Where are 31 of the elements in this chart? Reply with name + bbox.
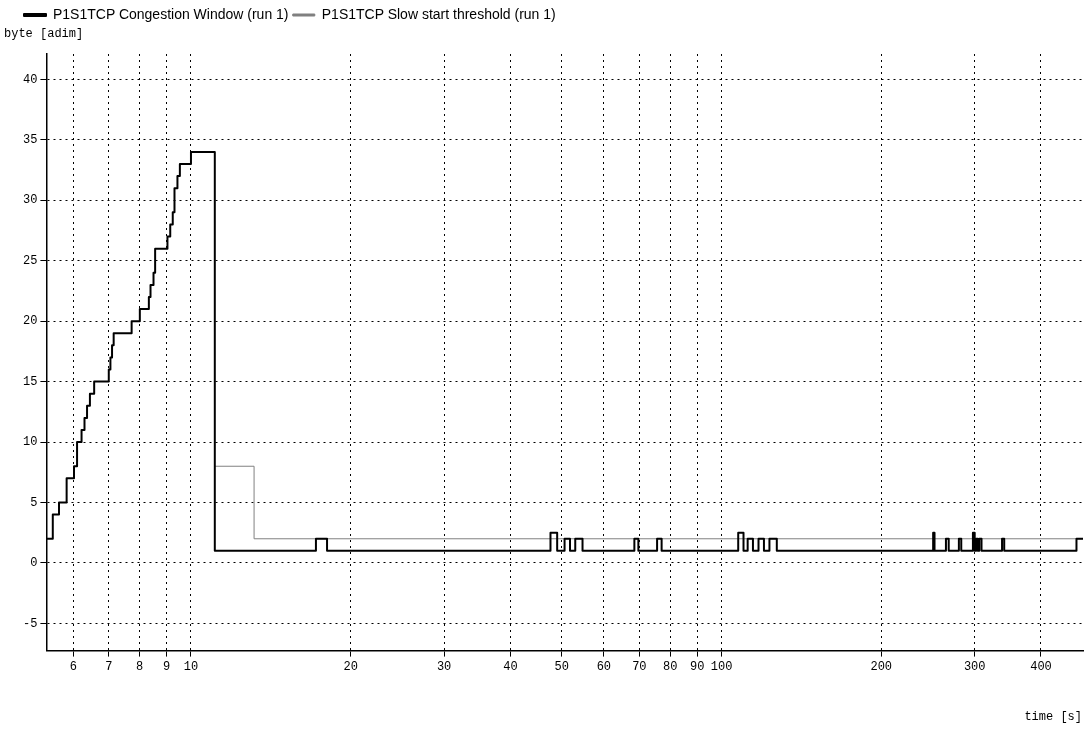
x-tick-label: 100: [710, 659, 733, 674]
x-tick-label: 7: [105, 659, 113, 674]
legend-label: P1S1TCP Congestion Window (run 1): [53, 5, 289, 22]
y-tick-label: 10: [23, 435, 38, 450]
y-axis-title: byte [adim]: [4, 27, 84, 42]
y-tick-label: 20: [23, 314, 38, 329]
x-tick-label: 40: [503, 659, 518, 674]
y-tick-label: 5: [30, 495, 38, 510]
x-tick-label: 300: [963, 659, 986, 674]
x-tick-label: 8: [135, 659, 144, 674]
y-tick-label: 40: [23, 72, 38, 87]
x-tick-label: 60: [596, 659, 612, 674]
x-axis-title: time [s]: [1024, 710, 1082, 725]
y-tick-label: 30: [23, 193, 38, 208]
x-tick-label: 30: [436, 659, 452, 674]
x-tick-label: 9: [163, 659, 171, 674]
y-tick-label: 0: [30, 556, 38, 571]
x-tick-label: 80: [662, 659, 678, 674]
x-tick-label: 50: [554, 659, 570, 674]
y-tick-label: 25: [23, 253, 38, 268]
x-tick-label: 20: [343, 659, 358, 674]
x-tick-label: 200: [870, 659, 893, 674]
x-tick-label: 400: [1030, 659, 1052, 674]
x-tick-label: 10: [183, 659, 199, 674]
x-tick-label: 90: [690, 659, 705, 674]
x-tick-label: 70: [632, 659, 647, 674]
y-tick-label: 35: [23, 133, 38, 147]
legend-label: P1S1TCP Slow start threshold (run 1): [321, 5, 556, 22]
x-tick-label: 6: [69, 659, 77, 674]
y-tick-label: 15: [23, 374, 38, 389]
y-tick-label: -5: [23, 616, 38, 631]
